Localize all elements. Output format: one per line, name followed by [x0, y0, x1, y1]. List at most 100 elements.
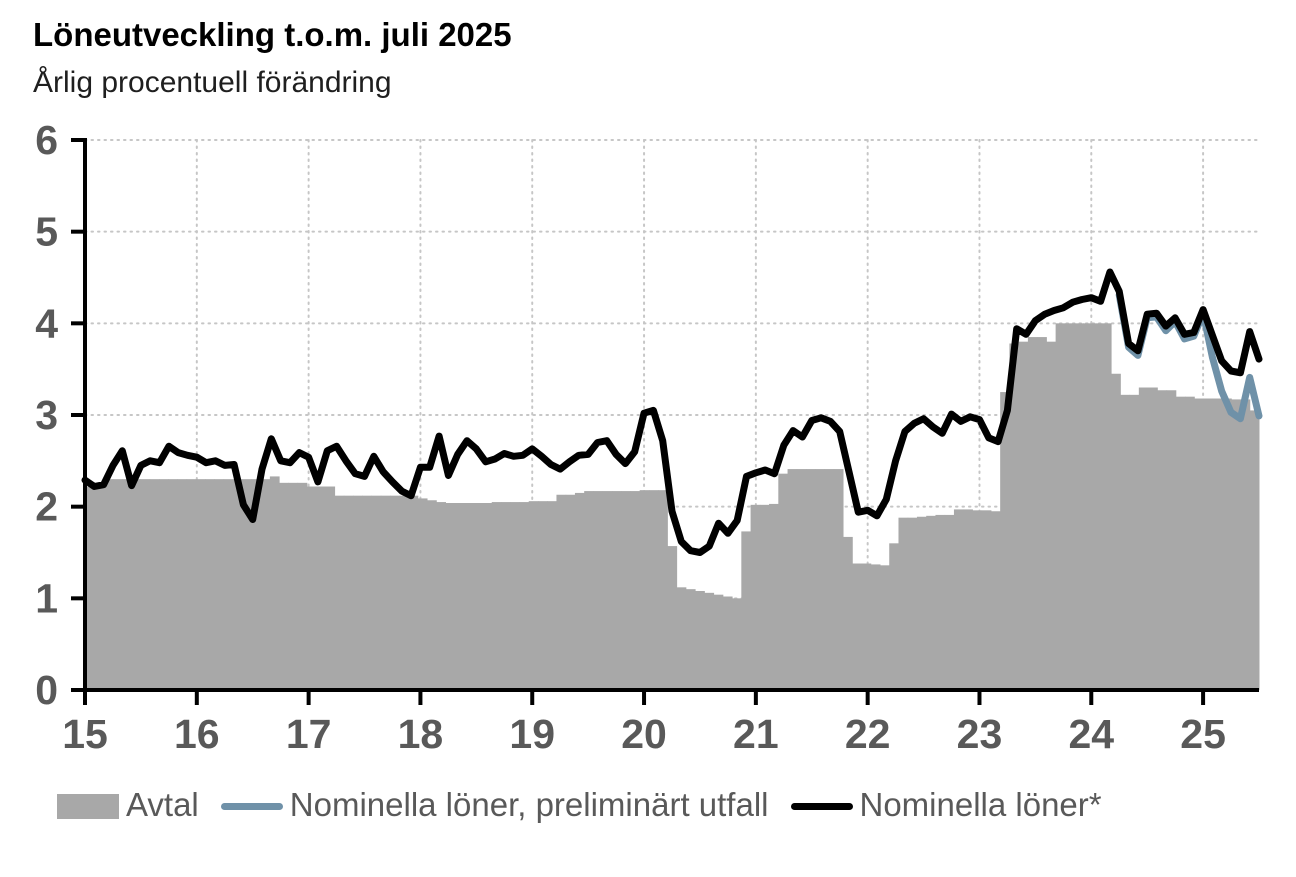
avtal-bar [963, 509, 973, 690]
avtal-bar [510, 502, 520, 690]
avtal-bar [1111, 373, 1121, 690]
avtal-bar [935, 514, 946, 690]
avtal-bar [1046, 341, 1057, 690]
avtal-bar [417, 498, 428, 690]
avtal-bar [1148, 387, 1158, 690]
avtal-bar [1212, 398, 1223, 690]
avtal-bar [565, 494, 576, 690]
avtal-bar [981, 510, 992, 690]
avtal-bar [787, 469, 798, 690]
avtal-bar [898, 517, 909, 690]
avtal-bar [1120, 394, 1131, 690]
x-tick-label: 16 [174, 711, 220, 757]
avtal-bar [639, 490, 650, 690]
avtal-bar [852, 563, 862, 690]
avtal-bar [1185, 396, 1195, 690]
avtal-bar [223, 479, 234, 690]
x-tick-label: 22 [845, 711, 891, 757]
avtal-bar [334, 495, 345, 690]
avtal-bar [648, 490, 659, 690]
avtal-bar [94, 486, 104, 690]
chart-legend: Avtal Nominella löner, preliminärt utfal… [57, 786, 1277, 824]
y-tick-label: 4 [35, 300, 58, 346]
avtal-bar [667, 546, 678, 690]
avtal-bar [528, 501, 539, 690]
avtal-bar [916, 516, 927, 690]
avtal-bar [491, 502, 502, 690]
y-tick-label: 2 [35, 484, 58, 530]
y-tick-label: 3 [35, 392, 58, 438]
x-tick-label: 24 [1068, 711, 1114, 757]
avtal-bar [907, 517, 918, 690]
chart-title: Löneutveckling t.o.m. juli 2025 [33, 16, 512, 53]
avtal-bar [260, 479, 271, 690]
avtal-bar [149, 479, 160, 690]
x-tick-label: 25 [1180, 711, 1226, 757]
avtal-bar [473, 503, 483, 690]
avtal-bar [195, 479, 206, 690]
avtal-bar [1009, 343, 1020, 690]
avtal-bar [177, 479, 188, 690]
y-tick-label: 6 [35, 117, 58, 163]
avtal-bar [1037, 337, 1047, 690]
avtal-bar [390, 495, 400, 690]
avtal-bar [759, 504, 770, 690]
avtal-bar [621, 491, 631, 690]
avtal-bar [741, 531, 752, 690]
avtal-bar [1092, 323, 1103, 690]
avtal-bar [1175, 396, 1186, 690]
avtal-bar [242, 479, 252, 690]
avtal-bar [676, 587, 687, 690]
avtal-bar [519, 502, 530, 690]
avtal-bar [833, 469, 844, 690]
avtal-bar [500, 502, 511, 690]
avtal-bar [732, 598, 742, 690]
avtal-bar [1064, 323, 1075, 690]
avtal-bar [436, 502, 447, 690]
avtal-bar [1027, 337, 1038, 690]
avtal-bar [879, 565, 890, 690]
avtal-bar [1240, 399, 1251, 690]
avtal-bar [796, 469, 807, 690]
avtal-bar [325, 486, 336, 690]
avtal-bar [1249, 410, 1260, 690]
avtal-bar [362, 495, 373, 690]
avtal-bar [427, 500, 437, 690]
avtal-bar [685, 589, 696, 690]
avtal-bar [408, 495, 419, 690]
avtal-bar [399, 495, 410, 690]
avtal-bar [343, 495, 354, 690]
avtal-bar [861, 563, 872, 690]
avtal-bar [593, 491, 604, 690]
avtal-bar [1222, 398, 1232, 690]
avtal-bar [288, 482, 299, 690]
avtal-bar [232, 479, 243, 690]
avtal-bar [85, 486, 95, 690]
avtal-bar [316, 486, 326, 690]
x-tick-label: 20 [621, 711, 667, 757]
avtal-bar [602, 491, 613, 690]
avtal-bar [353, 495, 363, 690]
avtal-bar [870, 564, 881, 690]
avtal-bar [1129, 394, 1140, 690]
avtal-bar [1083, 323, 1094, 690]
avtal-bar [1166, 390, 1177, 690]
avtal-bar [380, 495, 391, 690]
legend-swatch-preliminar [220, 802, 283, 810]
avtal-bar [537, 501, 548, 690]
avtal-bar [454, 503, 465, 690]
avtal-bar [214, 479, 225, 690]
avtal-bar [168, 479, 178, 690]
avtal-bar [972, 510, 983, 690]
legend-swatch-avtal [57, 793, 119, 819]
avtal-bar [1231, 399, 1242, 690]
avtal-bar [778, 473, 789, 690]
avtal-bar [121, 479, 132, 690]
legend-swatch-nominella [790, 802, 853, 810]
avtal-bar [1074, 323, 1084, 690]
avtal-bar [269, 476, 280, 690]
avtal-bar [1055, 323, 1066, 690]
avtal-bar [1000, 392, 1010, 690]
avtal-bar [944, 514, 955, 690]
avtal-bar [584, 491, 594, 690]
